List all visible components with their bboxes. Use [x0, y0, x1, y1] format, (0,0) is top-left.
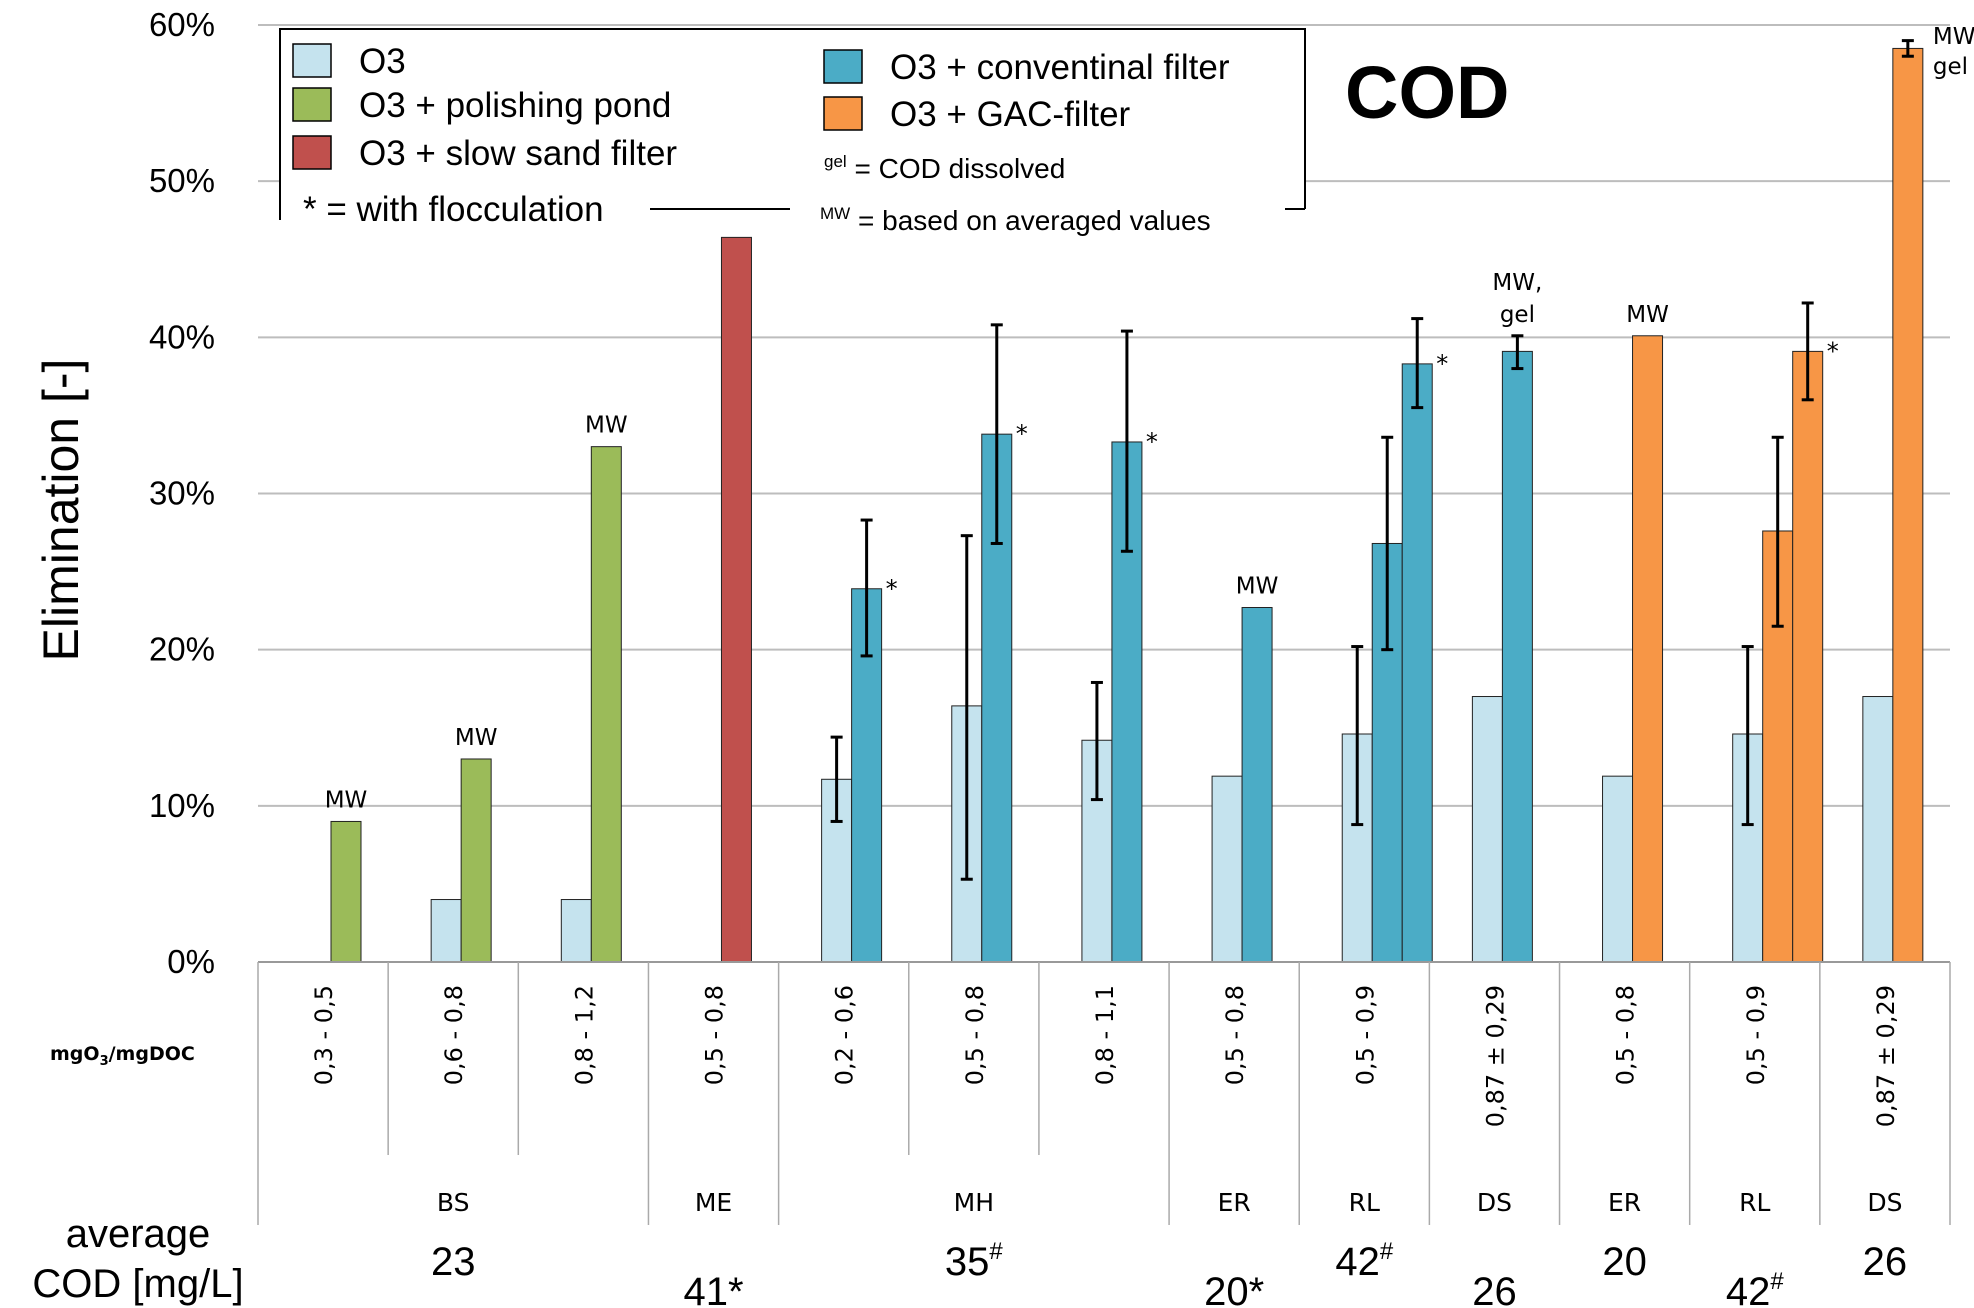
error-bars [830, 39, 1914, 881]
y-tick-label: 50% [149, 162, 215, 199]
flocculation-marker: * [1146, 428, 1158, 456]
group-label: ER [1218, 1188, 1251, 1217]
x-tick-label: 0,87 ± 0,29 [1481, 985, 1509, 1127]
group-label: BS [437, 1188, 470, 1217]
x-tick-label: 0,5 - 0,8 [1221, 985, 1249, 1085]
y-tick-label: 40% [149, 318, 215, 355]
legend-border [279, 28, 1306, 220]
bar [1241, 607, 1273, 963]
bar-annotation: MW,gel [1933, 24, 1974, 80]
avg-cod-value: 20 [1602, 1240, 1647, 1284]
avg-cod-value: 26 [1863, 1240, 1908, 1284]
y-tick-label: 20% [149, 631, 215, 668]
bar [1862, 696, 1894, 963]
flocculation-marker: * [1827, 337, 1839, 365]
bar [1501, 350, 1533, 963]
group-label: DS [1477, 1188, 1512, 1217]
bar [1211, 775, 1243, 963]
bar [1792, 350, 1824, 963]
bar [590, 446, 622, 963]
avg-cod-value: 20* [1204, 1270, 1264, 1308]
flocculation-marker: * [1436, 350, 1448, 378]
flocculation-marker: * [886, 575, 898, 603]
x-row-label-part: 3 [100, 1054, 109, 1069]
group-label: ME [695, 1188, 732, 1217]
legend-swatch [823, 49, 863, 84]
bar [430, 899, 462, 963]
legend-item-label: O3 + conventinal filter [890, 48, 1230, 87]
x-tick-label: 0,3 - 0,5 [310, 985, 338, 1085]
group-label: DS [1867, 1188, 1902, 1217]
legend-note-mw: MW = based on averaged values [820, 204, 1211, 236]
legend-swatch [292, 43, 332, 78]
bar [460, 758, 492, 963]
bar [851, 588, 883, 963]
legend-item-label: O3 + polishing pond [359, 86, 671, 125]
x-row-label: mgO3/mgDOC [50, 1043, 195, 1069]
bar [1892, 47, 1924, 963]
group-label: RL [1739, 1188, 1770, 1217]
x-tick-label: 0,5 - 0,8 [701, 985, 729, 1085]
x-tick-label: 0,5 - 0,8 [961, 985, 989, 1085]
bar-annotation: MW,gel [1492, 270, 1542, 328]
legend-item-label: O3 [359, 42, 406, 81]
legend-item-label: O3 + GAC-filter [890, 95, 1131, 134]
y-axis-label: Elimination [-] [33, 359, 89, 662]
x-tick-label: 0,5 - 0,8 [1612, 985, 1640, 1085]
plant-groups: BS ME MH ER RL DS ER RL DS [437, 1188, 1903, 1217]
y-tick-label: 60% [149, 6, 215, 43]
legend-note-flocculation: * = with flocculation [303, 190, 604, 229]
x-tick-label: 0,5 - 0,9 [1742, 985, 1770, 1085]
legend-note-gel: gel = COD dissolved [824, 152, 1065, 184]
avg-cod-value: 41* [684, 1270, 744, 1308]
average-cod-row: average COD [mg/L] 23 41* 35# 20* 42# 26 20 42# 26 [32, 1212, 1907, 1308]
legend: O3 O3 + polishing pond O3 + slow sand filt… [279, 28, 1306, 236]
avg-cod-value: 26 [1472, 1270, 1517, 1308]
x-axis-table: 0,3 - 0,5 0,6 - 0,8 0,8 - 1,2 0,5 - 0,8 0,2 … [257, 961, 1951, 1225]
avg-cod-label: average [66, 1212, 211, 1256]
legend-swatch [292, 135, 332, 170]
legend-swatch [292, 87, 332, 122]
x-tick-label: 0,8 - 1,2 [570, 985, 598, 1085]
bar [1401, 363, 1433, 963]
x-tick-label: 0,5 - 0,9 [1351, 985, 1379, 1085]
avg-cod-value: 42# [1726, 1268, 1785, 1308]
bar-labels: MW MW MW * * * MW * MW,gel MW * MW,gel [325, 24, 1974, 813]
x-tick-label: 0,8 - 1,1 [1091, 985, 1119, 1085]
x-tick-label: 0,2 - 0,6 [831, 985, 859, 1085]
bar [720, 236, 752, 963]
avg-cod-value: 35# [945, 1238, 1004, 1284]
bar [1602, 775, 1634, 963]
bar [1632, 335, 1664, 963]
y-axis-ticks: 0% 10% 20% 30% 40% 50% 60% [149, 6, 215, 980]
flocculation-marker: * [1016, 420, 1028, 448]
legend-swatch [823, 96, 863, 131]
y-tick-label: 10% [149, 787, 215, 824]
x-row-label-part: /mgDOC [109, 1043, 195, 1065]
group-label: ER [1608, 1188, 1641, 1217]
y-tick-label: 30% [149, 475, 215, 512]
legend-background [280, 29, 1305, 209]
bar-annotation: MW [325, 787, 368, 813]
avg-cod-label: COD [mg/L] [32, 1262, 243, 1306]
y-tick-label: 0% [167, 943, 215, 980]
bar [560, 899, 592, 963]
bar-annotation: MW [455, 725, 498, 751]
legend-item-label: O3 + slow sand filter [359, 134, 677, 173]
bar-annotation: MW [1626, 302, 1669, 328]
bar [330, 820, 362, 963]
bar [1471, 696, 1503, 963]
x-tick-label: 0,6 - 0,8 [440, 985, 468, 1085]
avg-cod-value: 42# [1335, 1238, 1394, 1284]
x-tick-label: 0,87 ± 0,29 [1872, 985, 1900, 1127]
bar-annotation: MW [1236, 574, 1279, 600]
group-label: RL [1349, 1188, 1380, 1217]
avg-cod-value: 23 [431, 1240, 476, 1284]
bar-annotation: MW [585, 413, 628, 439]
group-label: MH [954, 1188, 994, 1217]
x-row-label-part: mgO [50, 1043, 100, 1065]
chart-title: COD [1345, 51, 1509, 134]
